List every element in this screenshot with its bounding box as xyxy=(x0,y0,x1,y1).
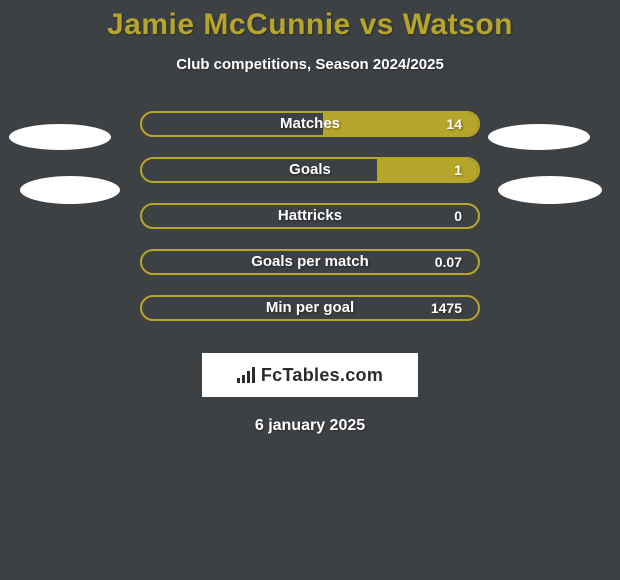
stat-track: Goals per match0.07 xyxy=(140,249,480,275)
stat-track: Matches14 xyxy=(140,111,480,137)
stat-value-right: 0.07 xyxy=(435,251,462,273)
stat-track: Hattricks0 xyxy=(140,203,480,229)
stat-value-right: 0 xyxy=(454,205,462,227)
logo-text: FcTables.com xyxy=(261,365,383,386)
bars-icon xyxy=(237,367,255,383)
stat-fill-right xyxy=(323,113,478,135)
stat-value-right: 1475 xyxy=(431,297,462,319)
stat-row: Goals1 xyxy=(0,157,620,183)
site-logo: FcTables.com xyxy=(202,353,418,397)
stat-row: Hattricks0 xyxy=(0,203,620,229)
generated-date: 6 january 2025 xyxy=(0,417,620,435)
logo-inner: FcTables.com xyxy=(237,365,383,386)
stat-label: Goals per match xyxy=(142,251,478,273)
page-title: Jamie McCunnie vs Watson xyxy=(0,0,620,42)
page-subtitle: Club competitions, Season 2024/2025 xyxy=(0,56,620,73)
stat-row: Matches14 xyxy=(0,111,620,137)
stat-row: Min per goal1475 xyxy=(0,295,620,321)
stat-label: Hattricks xyxy=(142,205,478,227)
stat-fill-right xyxy=(377,159,478,181)
comparison-infographic: Jamie McCunnie vs Watson Club competitio… xyxy=(0,0,620,580)
stat-track: Goals1 xyxy=(140,157,480,183)
stat-row: Goals per match0.07 xyxy=(0,249,620,275)
stat-track: Min per goal1475 xyxy=(140,295,480,321)
stat-label: Min per goal xyxy=(142,297,478,319)
